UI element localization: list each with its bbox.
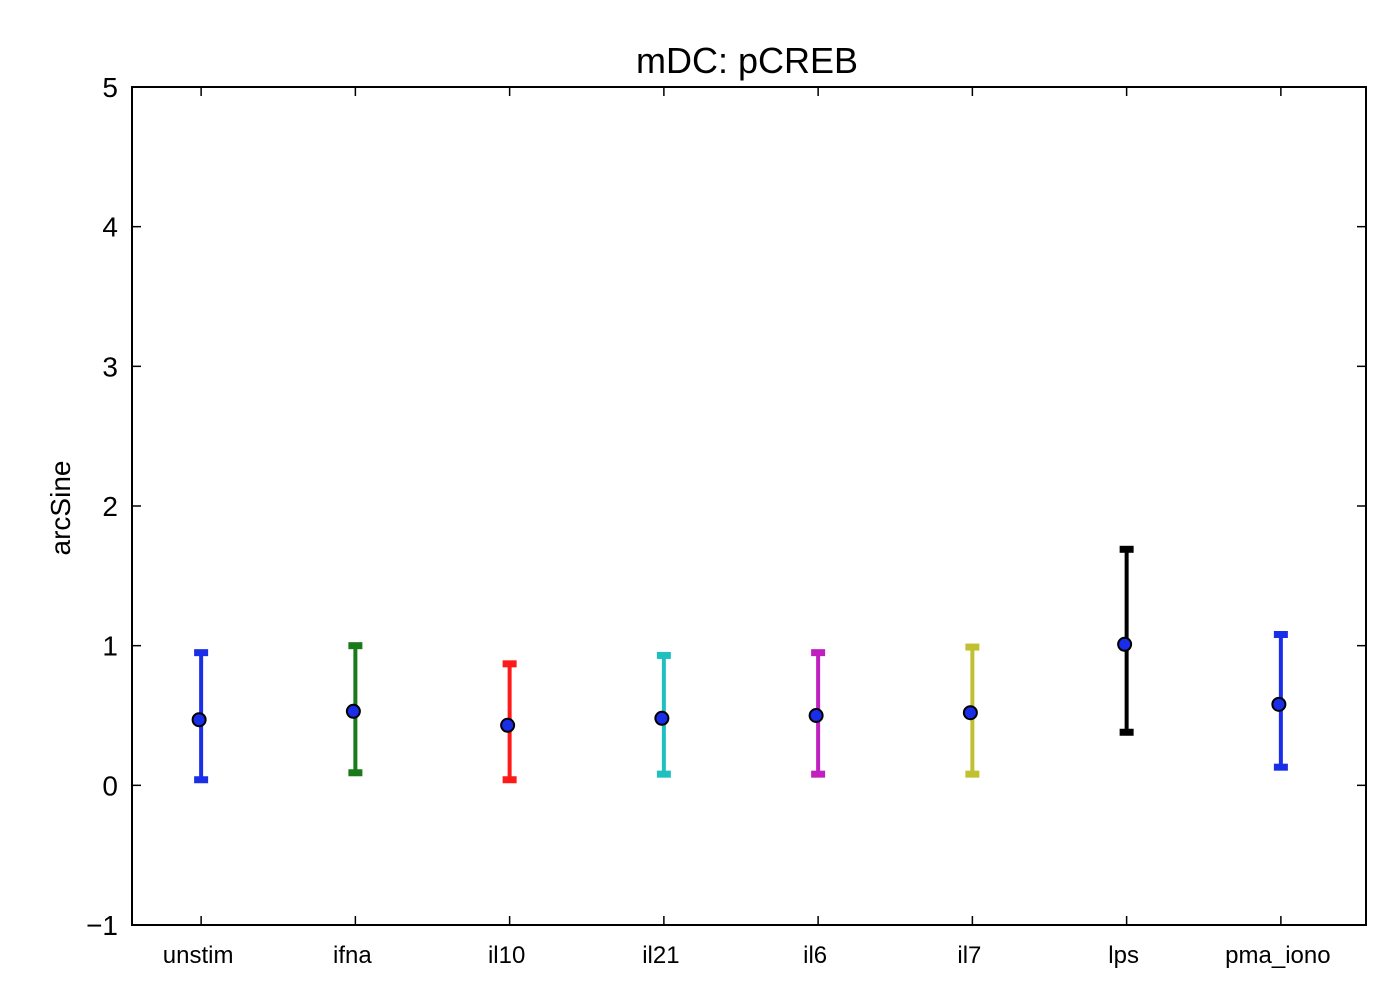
x-tick-label: ifna bbox=[333, 942, 372, 969]
mean-point bbox=[808, 708, 824, 723]
y-tick-label: 0 bbox=[102, 770, 118, 801]
y-tick-label: 1 bbox=[102, 631, 118, 662]
chart-title: mDC: pCREB bbox=[636, 40, 858, 81]
mean-point bbox=[500, 717, 516, 733]
x-tick-label: lps bbox=[1108, 942, 1139, 969]
x-tick-label: il6 bbox=[803, 942, 827, 969]
plot-frame bbox=[131, 86, 1367, 926]
mean-point bbox=[191, 712, 207, 728]
mean-point bbox=[1271, 696, 1287, 712]
y-tick-label: −1 bbox=[86, 910, 118, 941]
y-axis-label: arcSine bbox=[45, 461, 76, 556]
mean-point bbox=[962, 705, 978, 721]
x-tick-label: pma_iono bbox=[1225, 942, 1330, 969]
data-marks bbox=[191, 545, 1288, 784]
y-tick-label: 3 bbox=[102, 351, 118, 382]
mean-point bbox=[654, 710, 670, 726]
x-tick-label: il21 bbox=[642, 942, 679, 969]
y-tick-label: 4 bbox=[102, 212, 118, 243]
mean-point bbox=[345, 703, 361, 719]
x-tick-label: il10 bbox=[488, 942, 525, 969]
axes: −1 0 1 2 3 4 5 unstim ifna il10 il21 il6 il7 lps pma_i… bbox=[86, 72, 1367, 969]
x-tick-label: unstim bbox=[163, 942, 234, 969]
y-tick-label: 2 bbox=[102, 491, 118, 522]
mean-point bbox=[1117, 636, 1133, 652]
x-tick-label: il7 bbox=[957, 942, 981, 969]
y-tick-label: 5 bbox=[102, 72, 118, 103]
